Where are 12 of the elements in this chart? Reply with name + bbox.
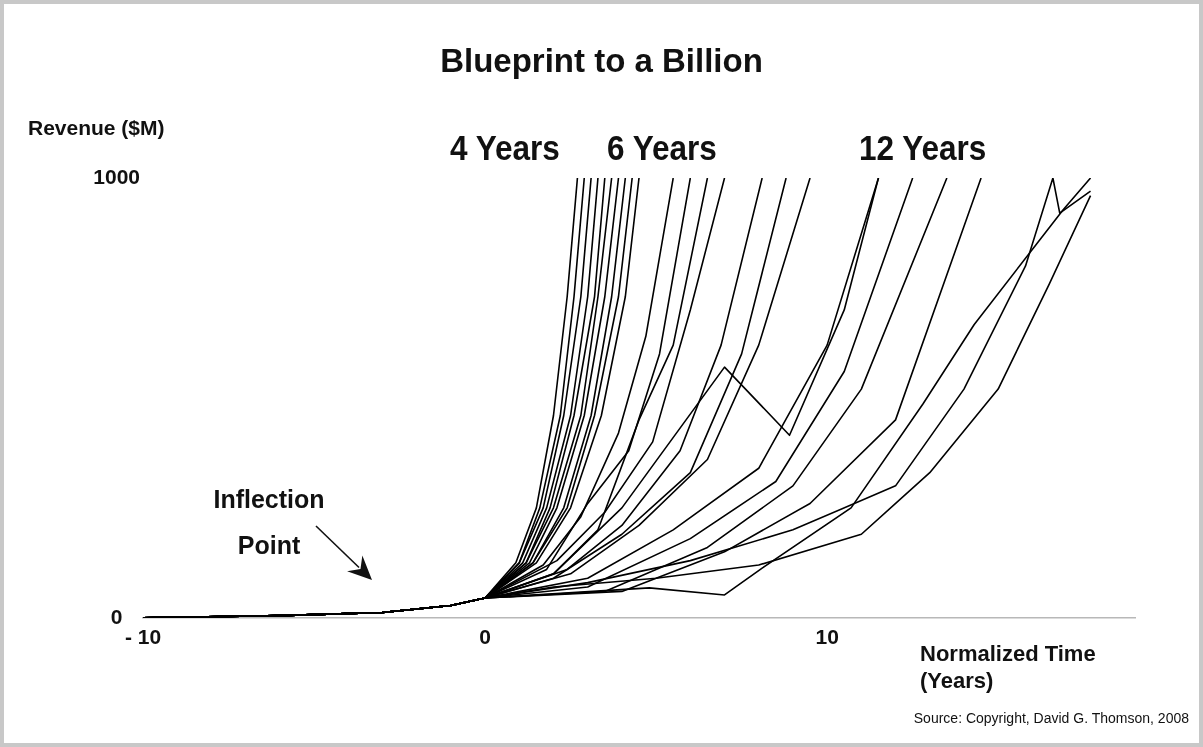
x-tick-label: 10 bbox=[815, 625, 839, 649]
text: 4 Years bbox=[450, 128, 560, 168]
x-axis-title: Normalized Time (Years) bbox=[920, 640, 1097, 694]
y-tick-label: 1000 bbox=[93, 164, 140, 188]
x-tick-label: 0 bbox=[479, 625, 491, 649]
text: 12 Years bbox=[859, 128, 987, 168]
annotation: Inflection Point bbox=[212, 484, 326, 561]
text: 6 Years bbox=[607, 128, 717, 168]
chart-title: Blueprint to a Billion bbox=[439, 42, 764, 80]
source-note: Source: Copyright, David G. Thomson, 2008 bbox=[913, 710, 1189, 726]
x-tick-label: - 10 bbox=[124, 625, 162, 649]
y-axis-title: Revenue ($M) bbox=[28, 116, 165, 140]
